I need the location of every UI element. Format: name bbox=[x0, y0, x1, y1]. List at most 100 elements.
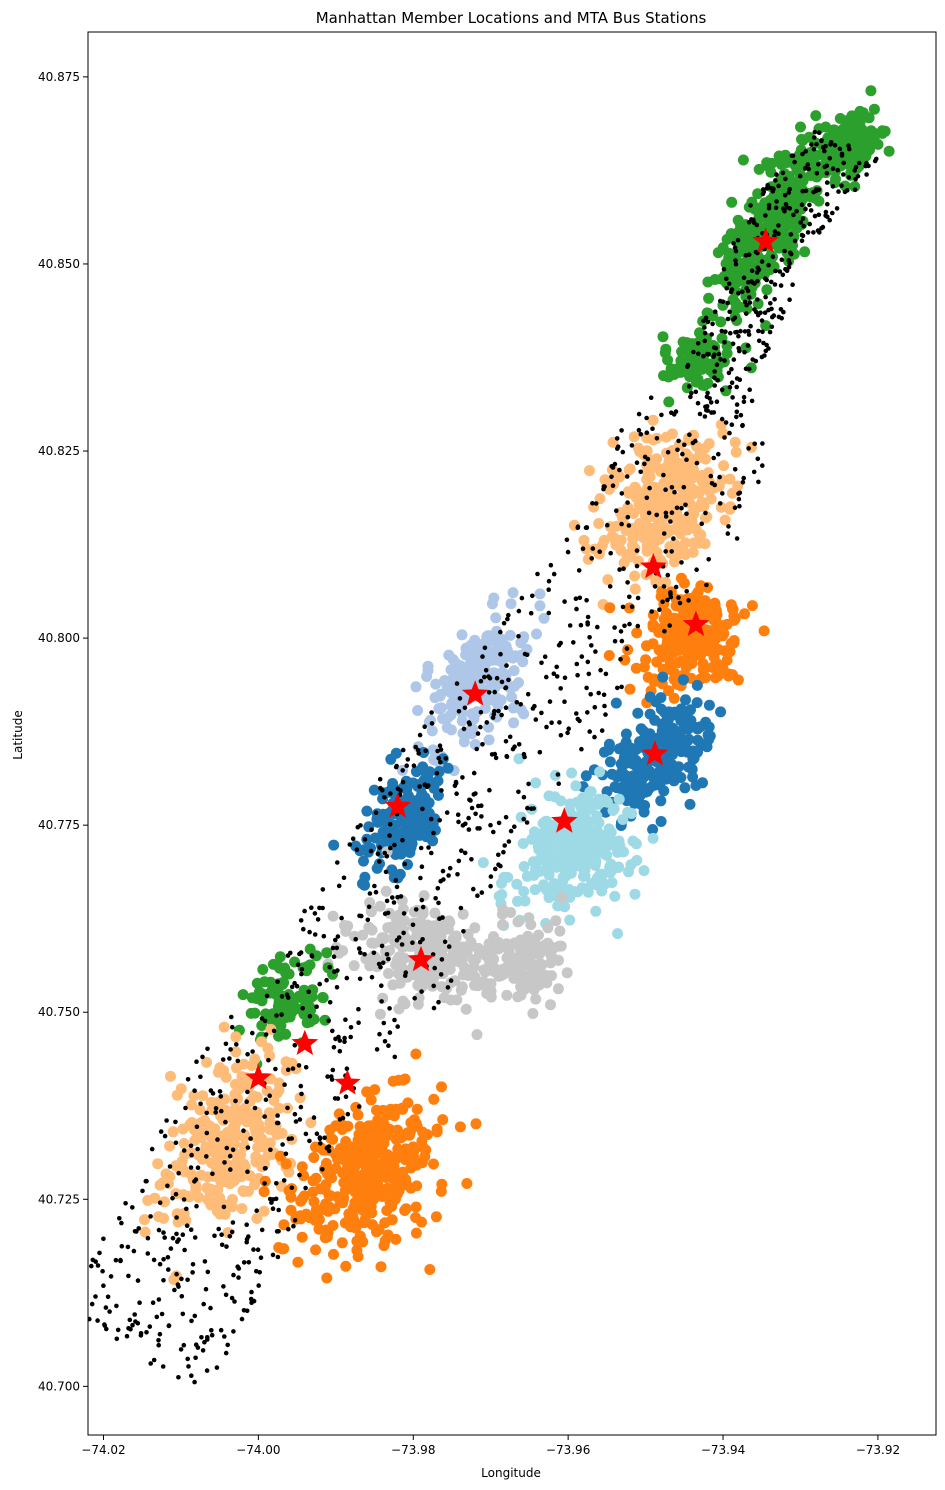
bus-station-point bbox=[195, 1165, 201, 1170]
member-point bbox=[599, 474, 611, 486]
member-point bbox=[883, 145, 895, 157]
bus-station-point bbox=[149, 1146, 155, 1152]
bus-station-point bbox=[114, 1303, 119, 1309]
member-point bbox=[394, 868, 406, 880]
member-point bbox=[507, 702, 519, 714]
member-point bbox=[411, 1180, 423, 1192]
member-point bbox=[340, 1260, 352, 1272]
member-point bbox=[580, 839, 592, 851]
member-point bbox=[652, 514, 664, 526]
bus-station-point bbox=[299, 971, 304, 977]
bus-station-point bbox=[745, 288, 751, 294]
member-point bbox=[660, 642, 671, 654]
bus-station-point bbox=[620, 449, 626, 455]
bus-station-point bbox=[503, 705, 509, 710]
bus-station-point bbox=[136, 1226, 141, 1231]
bus-station-point bbox=[438, 972, 444, 977]
bus-station-point bbox=[298, 1104, 304, 1110]
bus-station-point bbox=[499, 679, 505, 685]
member-point bbox=[675, 472, 687, 484]
bus-station-point bbox=[503, 685, 509, 690]
member-point bbox=[274, 951, 286, 963]
bus-station-point bbox=[703, 510, 708, 516]
member-point bbox=[280, 1158, 292, 1170]
bus-station-point bbox=[710, 321, 715, 327]
bus-station-point bbox=[518, 702, 523, 707]
member-point bbox=[460, 1003, 472, 1015]
member-point bbox=[395, 848, 407, 860]
member-point bbox=[647, 824, 659, 835]
member-point bbox=[428, 970, 440, 982]
bus-station-point bbox=[506, 612, 511, 618]
bus-station-point bbox=[751, 469, 757, 475]
bus-station-point bbox=[204, 1110, 209, 1116]
bus-station-point bbox=[614, 436, 620, 441]
bus-station-point bbox=[390, 895, 395, 900]
member-point bbox=[160, 1168, 172, 1180]
bus-station-point bbox=[282, 1082, 287, 1087]
bus-station-point bbox=[663, 510, 669, 516]
member-point bbox=[666, 731, 678, 743]
bus-station-point bbox=[526, 781, 531, 787]
bus-station-point bbox=[709, 332, 714, 337]
member-point bbox=[205, 1183, 217, 1195]
bus-station-point bbox=[420, 904, 426, 910]
bus-station-point bbox=[174, 1215, 179, 1220]
bus-station-point bbox=[648, 395, 654, 401]
member-point bbox=[654, 482, 666, 494]
bus-station-point bbox=[593, 649, 598, 654]
member-point bbox=[411, 1103, 423, 1115]
member-point bbox=[562, 834, 574, 846]
member-point bbox=[430, 1211, 442, 1223]
bus-station-point bbox=[140, 1188, 145, 1194]
bus-station-point bbox=[314, 1004, 319, 1009]
bus-station-point bbox=[400, 837, 405, 843]
bus-station-point bbox=[566, 726, 571, 731]
member-point bbox=[710, 643, 722, 655]
bus-station-point bbox=[490, 715, 496, 720]
bus-station-point bbox=[307, 1138, 312, 1144]
member-point bbox=[387, 778, 399, 789]
bus-station-point bbox=[467, 721, 473, 727]
bus-station-point bbox=[770, 186, 776, 191]
member-point bbox=[410, 681, 422, 693]
bus-station-point bbox=[742, 329, 748, 334]
member-point bbox=[417, 761, 429, 773]
bus-station-point bbox=[615, 444, 621, 450]
member-point bbox=[586, 878, 598, 889]
member-point bbox=[496, 908, 508, 920]
member-point bbox=[657, 331, 669, 343]
bus-station-point bbox=[819, 138, 824, 143]
member-point bbox=[728, 635, 740, 646]
bus-station-point bbox=[387, 1030, 393, 1035]
cluster-center-star bbox=[752, 227, 779, 253]
bus-station-point bbox=[315, 917, 321, 922]
member-point bbox=[773, 150, 785, 162]
member-point bbox=[465, 639, 477, 651]
member-point bbox=[533, 929, 544, 941]
member-point bbox=[760, 320, 772, 332]
bus-station-point bbox=[252, 1105, 258, 1111]
member-point bbox=[457, 908, 469, 920]
bus-station-point bbox=[292, 1218, 298, 1223]
bus-station-point bbox=[689, 390, 694, 396]
member-point bbox=[596, 885, 608, 897]
bus-station-point bbox=[521, 816, 526, 822]
bus-station-point bbox=[742, 299, 748, 305]
member-point bbox=[236, 1107, 248, 1119]
member-point bbox=[446, 673, 458, 685]
bus-station-point bbox=[234, 1042, 239, 1047]
bus-station-point bbox=[595, 624, 600, 630]
bus-station-point bbox=[503, 739, 509, 744]
member-point bbox=[613, 793, 625, 805]
bus-station-point bbox=[151, 1357, 157, 1363]
bus-station-point bbox=[119, 1244, 125, 1249]
bus-station-point bbox=[172, 1287, 177, 1293]
bus-station-point bbox=[387, 1006, 392, 1011]
bus-station-point bbox=[819, 225, 824, 231]
bus-station-point bbox=[846, 143, 851, 148]
member-point bbox=[232, 1093, 244, 1105]
bus-station-point bbox=[342, 1039, 347, 1045]
member-point bbox=[578, 534, 590, 546]
member-point bbox=[687, 464, 699, 475]
